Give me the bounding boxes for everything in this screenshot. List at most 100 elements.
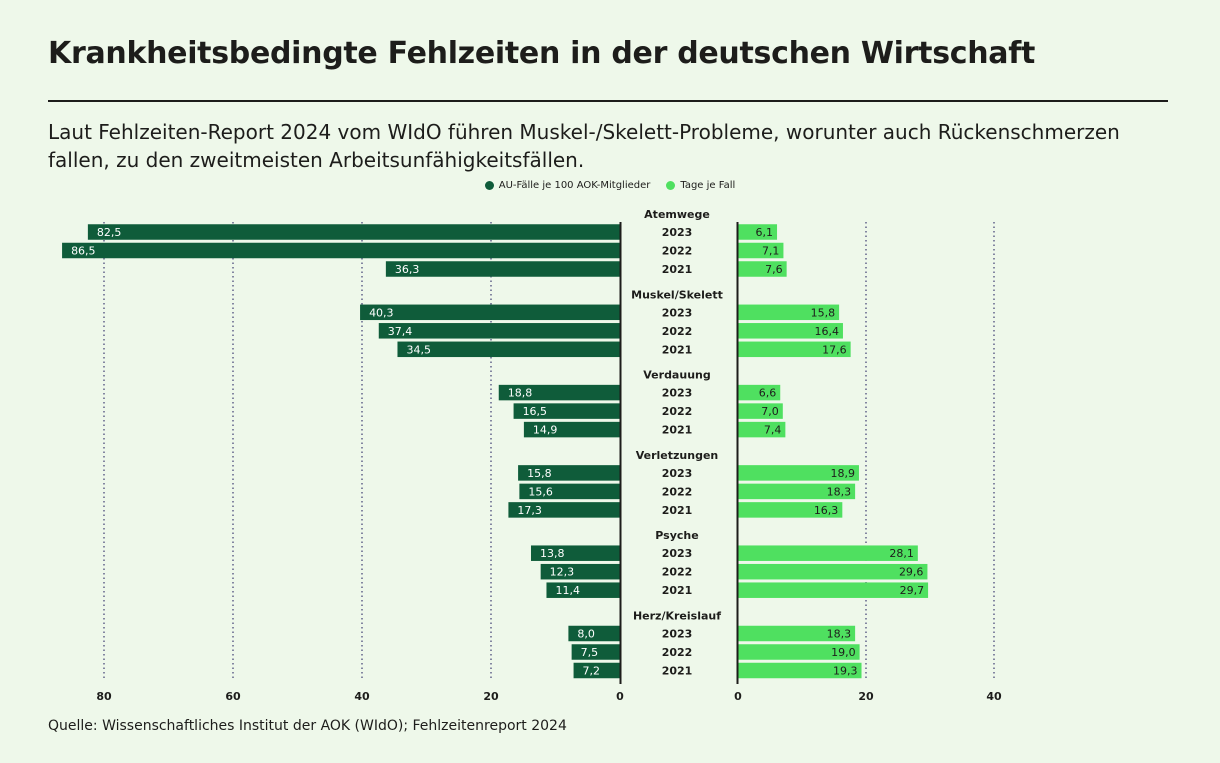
category-label: Verletzungen bbox=[636, 449, 719, 462]
data-label-au: 7,2 bbox=[583, 665, 601, 678]
data-label-au: 37,4 bbox=[388, 325, 413, 338]
data-label-tage: 18,9 bbox=[830, 467, 855, 480]
title-divider bbox=[48, 100, 1168, 102]
bar-tage bbox=[738, 421, 786, 438]
data-label-au: 17,3 bbox=[517, 504, 542, 517]
year-label: 2022 bbox=[662, 245, 693, 258]
category-label: Muskel/Skelett bbox=[631, 288, 723, 301]
bar-tage bbox=[738, 341, 851, 358]
data-label-au: 7,5 bbox=[581, 646, 599, 659]
bar-tage bbox=[738, 242, 784, 259]
source-note: Quelle: Wissenschaftliches Institut der … bbox=[48, 718, 567, 734]
bar-tage bbox=[738, 261, 787, 277]
bar-au bbox=[571, 644, 620, 660]
bar-au bbox=[513, 403, 620, 419]
year-label: 2023 bbox=[662, 387, 693, 400]
legend-label-tage: Tage je Fall bbox=[680, 180, 736, 191]
bar-tage bbox=[738, 403, 783, 419]
year-label: 2021 bbox=[662, 665, 693, 678]
data-label-tage: 6,1 bbox=[756, 226, 774, 239]
data-label-au: 14,9 bbox=[533, 424, 558, 437]
tick-label-left: 60 bbox=[225, 690, 241, 700]
bar-au bbox=[62, 242, 620, 259]
bar-tage bbox=[738, 465, 859, 481]
bar-tage bbox=[738, 483, 856, 500]
legend-item-au: AU-Fälle je 100 AOK-Mitglieder bbox=[484, 180, 651, 191]
bar-au bbox=[568, 625, 620, 642]
bar-tage bbox=[738, 384, 781, 401]
category-label: Verdauung bbox=[643, 369, 710, 382]
bar-tage bbox=[738, 224, 778, 240]
bar-au bbox=[378, 323, 620, 339]
tick-label-right: 0 bbox=[734, 690, 742, 700]
data-label-au: 11,4 bbox=[555, 584, 580, 597]
category-label: Atemwege bbox=[644, 208, 710, 221]
bar-au bbox=[519, 483, 620, 500]
bar-au bbox=[540, 563, 620, 580]
bar-tage bbox=[738, 563, 928, 580]
page-subtitle: Laut Fehlzeiten-Report 2024 vom WIdO füh… bbox=[48, 120, 1120, 172]
data-label-tage: 7,0 bbox=[761, 405, 779, 418]
bar-au bbox=[573, 662, 620, 679]
data-label-tage: 19,3 bbox=[833, 665, 858, 678]
year-label: 2021 bbox=[662, 263, 693, 276]
data-label-tage: 18,3 bbox=[827, 628, 852, 641]
chart-legend: AU-Fälle je 100 AOK-Mitglieder Tage je F… bbox=[0, 180, 1220, 191]
legend-item-tage: Tage je Fall bbox=[666, 180, 735, 191]
data-label-tage: 28,1 bbox=[889, 547, 914, 560]
data-label-au: 82,5 bbox=[97, 226, 122, 239]
data-label-au: 13,8 bbox=[540, 547, 565, 560]
legend-label-au: AU-Fälle je 100 AOK-Mitglieder bbox=[498, 180, 651, 191]
bar-au bbox=[530, 545, 620, 561]
data-label-tage: 29,7 bbox=[900, 584, 925, 597]
data-label-tage: 19,0 bbox=[831, 646, 856, 659]
tick-label-left: 0 bbox=[616, 690, 624, 700]
year-label: 2022 bbox=[662, 646, 693, 659]
legend-dot-light-icon bbox=[666, 181, 676, 190]
year-label: 2022 bbox=[662, 325, 693, 338]
data-label-au: 15,8 bbox=[527, 467, 552, 480]
data-label-tage: 7,4 bbox=[764, 424, 782, 437]
year-label: 2023 bbox=[662, 226, 693, 239]
legend-dot-dark-icon bbox=[484, 181, 494, 190]
tick-label-left: 40 bbox=[354, 690, 370, 700]
data-label-au: 18,8 bbox=[508, 387, 533, 400]
year-label: 2023 bbox=[662, 306, 693, 319]
bar-tage bbox=[738, 625, 856, 642]
year-label: 2023 bbox=[662, 628, 693, 641]
data-label-tage: 16,4 bbox=[814, 325, 839, 338]
data-label-tage: 15,8 bbox=[811, 306, 836, 319]
data-label-tage: 29,6 bbox=[899, 566, 924, 579]
data-label-au: 86,5 bbox=[71, 245, 96, 258]
data-label-tage: 17,6 bbox=[822, 343, 847, 356]
page-title: Krankheitsbedingte Fehlzeiten in der deu… bbox=[48, 36, 1036, 71]
bar-au bbox=[385, 261, 620, 277]
data-label-au: 8,0 bbox=[577, 628, 595, 641]
year-label: 2022 bbox=[662, 485, 693, 498]
bar-au bbox=[397, 341, 620, 358]
data-label-tage: 6,6 bbox=[759, 387, 777, 400]
tick-label-right: 40 bbox=[986, 690, 1002, 700]
data-label-tage: 16,3 bbox=[814, 504, 839, 517]
bar-tage bbox=[738, 644, 860, 660]
year-label: 2021 bbox=[662, 424, 693, 437]
data-label-au: 34,5 bbox=[406, 343, 431, 356]
bar-tage bbox=[738, 502, 843, 518]
bar-au bbox=[360, 304, 620, 321]
tick-label-right: 20 bbox=[858, 690, 874, 700]
year-label: 2021 bbox=[662, 504, 693, 517]
bar-tage bbox=[738, 545, 918, 561]
data-label-au: 16,5 bbox=[523, 405, 548, 418]
bar-au bbox=[87, 224, 620, 240]
tick-label-left: 20 bbox=[483, 690, 499, 700]
bar-au bbox=[498, 384, 620, 401]
bar-au bbox=[508, 502, 620, 518]
data-label-au: 12,3 bbox=[550, 566, 575, 579]
data-label-au: 15,6 bbox=[528, 485, 553, 498]
data-label-au: 40,3 bbox=[369, 306, 394, 319]
bar-au bbox=[518, 465, 620, 481]
tick-label-left: 80 bbox=[96, 690, 112, 700]
bar-tage bbox=[738, 662, 862, 679]
bar-tage bbox=[738, 582, 929, 598]
